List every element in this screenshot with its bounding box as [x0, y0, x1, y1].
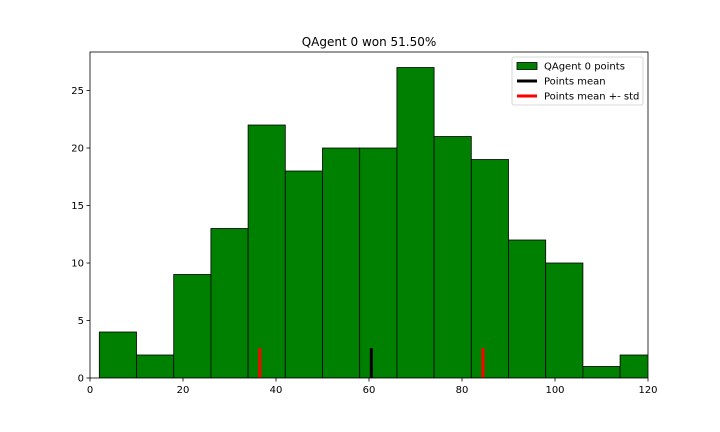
- x-tick-label: 80: [456, 385, 469, 396]
- x-tick-label: 60: [363, 385, 376, 396]
- legend: QAgent 0 points Points mean Points mean +-…: [511, 56, 644, 106]
- histogram-bar: [359, 147, 398, 378]
- histogram-bar: [433, 136, 472, 378]
- histogram-bar: [396, 67, 435, 378]
- x-tick-label: 40: [270, 385, 283, 396]
- x-tick-label: 20: [177, 385, 190, 396]
- histogram-bars: [98, 67, 648, 378]
- legend-swatch-patch: [516, 62, 538, 70]
- x-tick-label: 0: [87, 385, 93, 396]
- histogram-bar: [470, 159, 509, 378]
- legend-label: Points mean +- std: [544, 92, 639, 103]
- histogram-bar: [210, 228, 249, 378]
- histogram-bar: [136, 354, 175, 378]
- y-tick-label: 20: [71, 144, 84, 155]
- histogram-bar: [508, 239, 547, 378]
- histogram-bar: [173, 274, 212, 378]
- x-tick-label: 120: [638, 385, 657, 396]
- y-axis-ticks: 0 5 10 15 20 25: [71, 86, 90, 385]
- chart-title: QAgent 0 won 51.50%: [302, 35, 437, 49]
- legend-label: Points mean: [544, 77, 606, 88]
- histogram-bar: [545, 262, 584, 378]
- histogram-bar: [247, 124, 286, 378]
- histogram-bar: [582, 366, 621, 378]
- histogram-bar: [619, 354, 648, 378]
- x-tick-label: 100: [545, 385, 564, 396]
- legend-box: [511, 56, 644, 106]
- y-tick-label: 10: [71, 259, 84, 270]
- y-tick-label: 0: [78, 374, 84, 385]
- y-tick-label: 5: [78, 316, 84, 327]
- histogram-bar: [284, 170, 323, 378]
- histogram-bar: [98, 331, 137, 378]
- legend-label: QAgent 0 points: [544, 62, 625, 73]
- reference-lines: [258, 348, 485, 378]
- y-tick-label: 15: [71, 201, 84, 212]
- histogram-bar: [322, 147, 361, 378]
- y-tick-label: 25: [71, 86, 84, 97]
- x-axis-ticks: 0 20 40 60 80 100 120: [87, 378, 658, 396]
